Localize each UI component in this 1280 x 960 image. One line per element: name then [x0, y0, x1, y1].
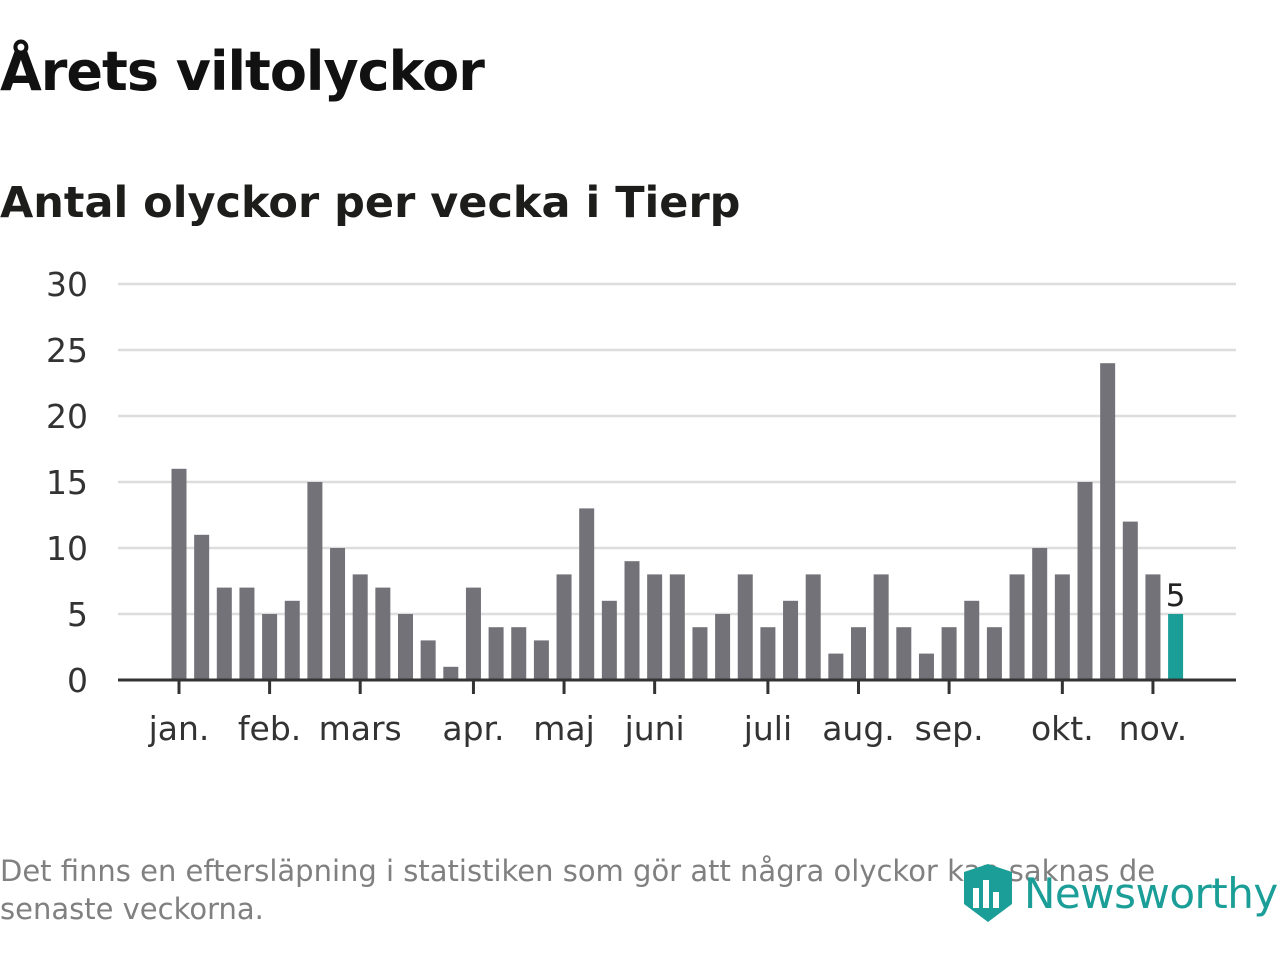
bar [488, 627, 504, 680]
bar [579, 508, 595, 680]
bar [511, 627, 527, 680]
bar [737, 574, 753, 680]
x-tick-label: sep. [915, 709, 984, 748]
bar [398, 614, 413, 680]
bar [986, 627, 1002, 680]
y-tick-label: 20 [46, 397, 88, 436]
bar [624, 561, 640, 680]
footnote: Det finns en eftersläpning i statistiken… [0, 854, 1156, 926]
bar [805, 574, 821, 680]
bar [556, 574, 572, 680]
bar [760, 627, 776, 680]
bar [715, 614, 731, 680]
y-tick-label: 30 [46, 265, 88, 304]
x-tick-label: okt. [1031, 709, 1094, 748]
bar-chart: 0 5 10 15 20 25 30 5 jan. feb. mars apr. maj juni juli… [46, 265, 1236, 748]
x-tick-label: juni [624, 709, 685, 748]
bar [239, 587, 255, 680]
bar [330, 548, 346, 680]
bar [284, 600, 300, 680]
bar [533, 640, 549, 680]
highlight-value-label: 5 [1166, 578, 1186, 614]
bar [216, 587, 232, 680]
bar [1100, 363, 1116, 680]
bar [669, 574, 685, 680]
bar [873, 574, 889, 680]
y-tick-label: 25 [46, 331, 88, 370]
bar [375, 587, 391, 680]
brand-name: Newsworthy [1024, 868, 1278, 918]
brand: Newsworthy [962, 862, 1278, 924]
y-tick-label: 10 [46, 529, 88, 568]
bar [918, 653, 934, 680]
newsworthy-logo-icon [964, 864, 1012, 922]
bar [1009, 574, 1025, 680]
bar [1122, 521, 1138, 680]
bar [352, 574, 368, 680]
x-tick-label: apr. [442, 709, 504, 748]
x-tick-label: feb. [238, 709, 301, 748]
x-tick-label: mars [319, 709, 402, 748]
bar [420, 640, 436, 680]
bar [783, 600, 799, 680]
bar [647, 574, 663, 680]
bar [941, 627, 957, 680]
chart-subtitle: Antal olyckor per vecka i Tierp [0, 178, 741, 228]
x-tick-label: nov. [1119, 709, 1188, 748]
bar [307, 482, 323, 680]
bar [171, 468, 187, 680]
bar [692, 627, 708, 680]
bar [1054, 574, 1070, 680]
bar [443, 666, 459, 680]
bar [828, 653, 844, 680]
bar [1032, 548, 1048, 680]
bar-highlight [1168, 614, 1184, 680]
bar [465, 587, 481, 680]
y-tick-label: 0 [67, 661, 88, 700]
y-tick-label: 15 [46, 463, 88, 502]
bar [262, 614, 278, 680]
bar [601, 600, 617, 680]
x-tick-label: maj [533, 709, 595, 748]
bar [1145, 574, 1161, 680]
x-tick-label: jan. [148, 709, 210, 748]
bar [1077, 482, 1093, 680]
bar [194, 534, 210, 680]
chart-title: Årets viltolyckor [0, 40, 485, 103]
bar [896, 627, 912, 680]
bar [964, 600, 980, 680]
x-tick-label: juli [743, 709, 792, 748]
bar [851, 627, 866, 680]
y-tick-label: 5 [67, 595, 88, 634]
x-tick-label: aug. [822, 709, 895, 748]
